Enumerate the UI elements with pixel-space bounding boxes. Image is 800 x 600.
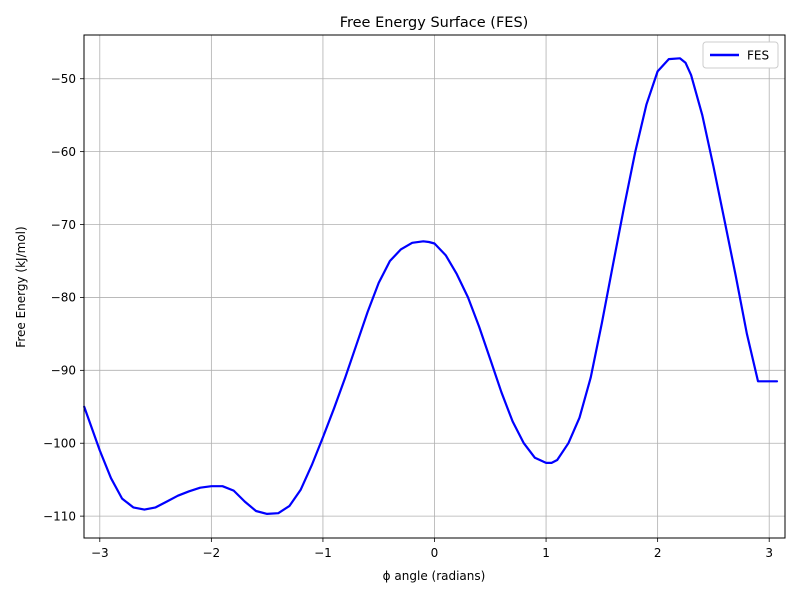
series-layer	[83, 57, 779, 515]
grid-lines	[84, 35, 785, 538]
x-tick-label: 1	[542, 546, 550, 560]
legend-box	[702, 41, 779, 69]
x-tick-label: −2	[203, 546, 221, 560]
x-tick-label: −1	[314, 546, 332, 560]
y-axis-label: Free Energy (kJ/mol)	[14, 226, 28, 347]
legend: FES	[702, 41, 779, 69]
y-tick-label: −50	[51, 72, 76, 86]
chart-title: Free Energy Surface (FES)	[340, 15, 529, 31]
series-line-fes	[83, 57, 779, 515]
x-axis-label: ϕ angle (radians)	[383, 569, 486, 583]
y-tick-label: −70	[51, 218, 76, 232]
y-tick-label: −80	[51, 291, 76, 305]
x-axis-ticks: −3 −2 −1 0 1 2 3	[91, 538, 773, 560]
y-tick-label: −90	[51, 364, 76, 378]
x-tick-label: 2	[654, 546, 662, 560]
y-tick-label: −60	[51, 145, 76, 159]
y-axis-ticks: −110 −100 −90 −80 −70 −60 −50	[43, 72, 84, 523]
y-tick-label: −100	[43, 437, 76, 451]
legend-label: FES	[747, 49, 769, 63]
x-tick-label: 0	[431, 546, 439, 560]
x-tick-label: −3	[91, 546, 109, 560]
y-tick-label: −110	[43, 509, 76, 523]
x-tick-label: 3	[765, 546, 773, 560]
